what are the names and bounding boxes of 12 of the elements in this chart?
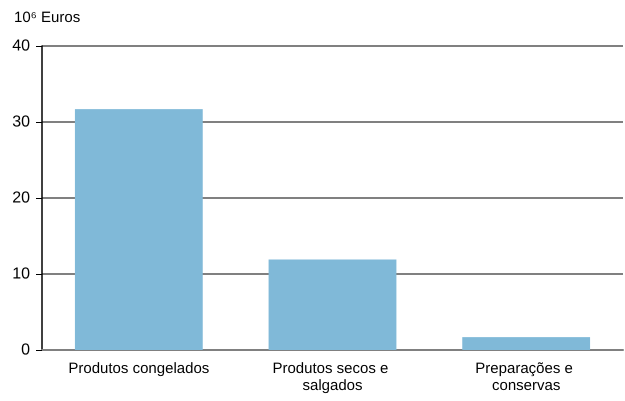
y-tick-label: 0 [21, 342, 30, 358]
y-tick-label: 30 [12, 114, 30, 130]
y-axis-title: 10⁶ Euros [14, 9, 80, 26]
x-tick-label: Produtos congelados [68, 360, 210, 377]
y-tick-label: 10 [12, 266, 30, 282]
y-tick-label: 40 [12, 38, 30, 54]
x-tick-label: Produtos secos e salgados [272, 360, 393, 394]
bar [74, 109, 203, 350]
bar [462, 337, 590, 350]
x-tick-label: Preparações e conservas [475, 360, 578, 394]
y-tick-label: 20 [12, 190, 30, 206]
bar [268, 260, 396, 350]
